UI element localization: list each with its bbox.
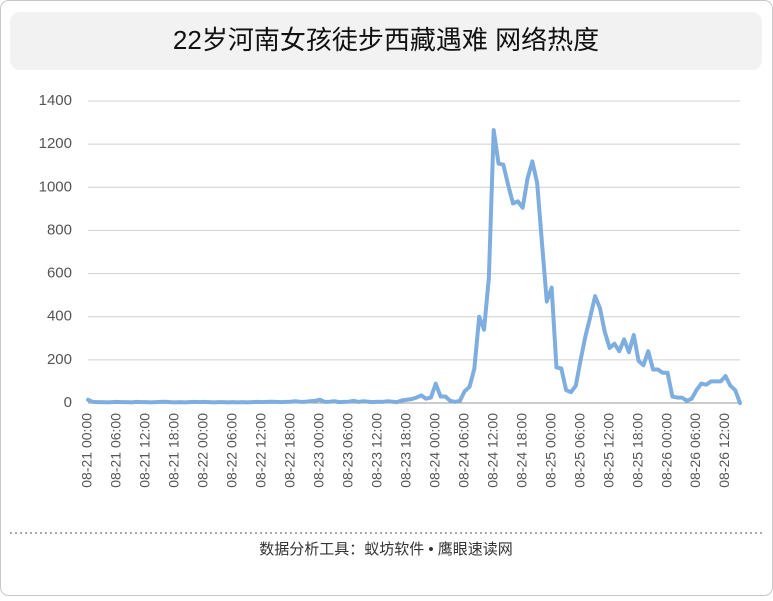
x-tick-label: 08-24 18:00 — [513, 413, 529, 488]
footer: 数据分析工具：蚁坊软件 • 鹰眼速读网 — [259, 541, 513, 558]
x-tick-label: 08-21 06:00 — [108, 413, 124, 488]
y-tick-label: 1000 — [39, 178, 72, 195]
series-line — [86, 128, 742, 405]
x-tick-label: 08-24 00:00 — [426, 413, 442, 488]
x-tick-label: 08-22 06:00 — [224, 413, 240, 488]
y-tick-label: 800 — [47, 221, 72, 238]
x-tick-label: 08-26 00:00 — [658, 413, 674, 488]
x-tick-label: 08-21 00:00 — [79, 413, 95, 488]
x-tick-label: 08-24 06:00 — [455, 413, 471, 488]
y-tick-label: 1200 — [39, 135, 72, 152]
y-tick-label: 1400 — [39, 92, 72, 109]
x-tick-label: 08-24 12:00 — [484, 413, 500, 488]
x-tick-label: 08-22 00:00 — [195, 413, 211, 488]
x-tick-label: 08-22 18:00 — [282, 413, 298, 488]
y-tick-label: 0 — [64, 394, 72, 411]
x-tick-label: 08-23 06:00 — [340, 413, 356, 488]
x-tick-label: 08-25 06:00 — [571, 413, 587, 488]
x-tick-label: 08-23 18:00 — [397, 413, 413, 488]
x-tick-label: 08-21 12:00 — [137, 413, 153, 488]
x-tick-label: 08-23 12:00 — [368, 413, 384, 488]
y-tick-label: 200 — [47, 351, 72, 368]
y-tick-label: 600 — [47, 265, 72, 282]
x-tick-label: 08-23 00:00 — [311, 413, 327, 488]
y-tick-label: 400 — [47, 308, 72, 325]
x-tick-label: 08-25 12:00 — [600, 413, 616, 488]
x-tick-label: 08-21 18:00 — [166, 413, 182, 488]
x-tick-label: 08-25 00:00 — [542, 413, 558, 488]
x-tick-label: 08-22 12:00 — [253, 413, 269, 488]
x-tick-label: 08-26 12:00 — [716, 413, 732, 488]
x-tick-label: 08-25 18:00 — [629, 413, 645, 488]
x-tick-label: 08-26 06:00 — [687, 413, 703, 488]
chart-title: 22岁河南女孩徒步西藏遇难 网络热度 — [173, 25, 599, 55]
title-box — [10, 12, 762, 70]
